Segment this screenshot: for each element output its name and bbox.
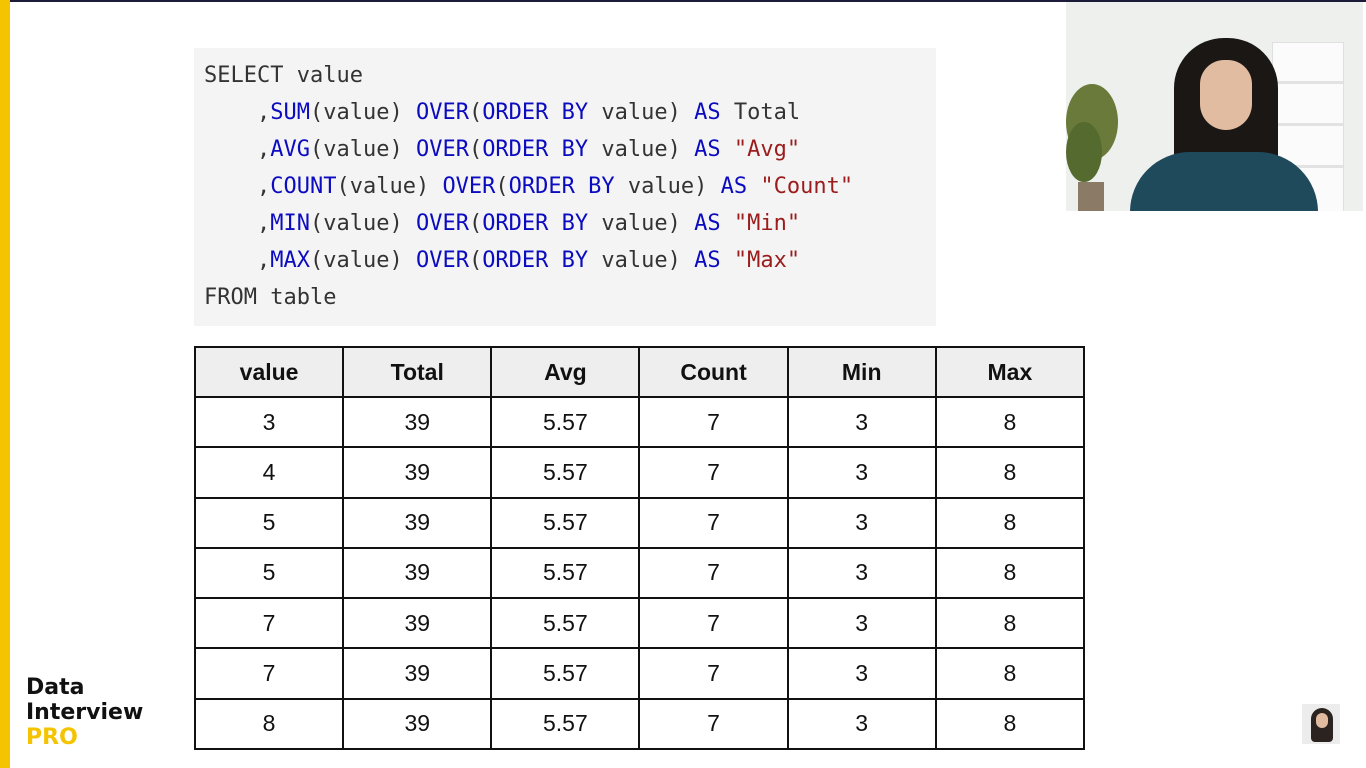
table-header-row: value Total Avg Count Min Max [193,346,1086,398]
results-table: value Total Avg Count Min Max 3 39 5.57 … [193,346,1086,751]
table-cell: 8 [934,446,1086,499]
table-cell: 39 [342,697,493,751]
table-cell: 7 [638,697,789,751]
avatar-face [1316,713,1328,728]
table-row: 5 39 5.57 7 3 8 [193,496,1086,549]
table-row: 8 39 5.57 7 3 8 [193,697,1086,751]
sql-code-block: SELECT value ,SUM(value) OVER(ORDER BY v… [204,57,853,316]
table-cell: 8 [934,647,1086,700]
sql-code-panel [194,48,936,326]
table-cell: 8 [934,597,1086,650]
presenter-avatar-thumbnail[interactable] [1302,704,1340,744]
table-cell: 7 [638,546,789,600]
presenter-face [1200,60,1252,130]
table-cell: 3 [786,546,937,600]
table-cell: 4 [193,446,345,499]
shelf-divider [1273,123,1343,126]
table-cell: 39 [342,446,493,499]
table-cell: 5.57 [490,697,641,751]
column-header-total: Total [342,346,493,398]
code-line-max: ,MAX(value) OVER(ORDER BY value) AS "Max… [256,248,801,273]
table-cell: 39 [342,546,493,600]
table-cell: 7 [193,597,345,650]
table-cell: 3 [786,647,937,700]
column-header-count: Count [638,346,789,398]
table-row: 7 39 5.57 7 3 8 [193,647,1086,700]
table-cell: 5.57 [490,395,641,449]
presenter-body [1130,152,1318,211]
table-cell: 3 [786,395,937,449]
logo-word-pro: PRO [26,725,78,750]
table-cell: 7 [638,446,789,499]
code-line-from: FROM table [204,285,337,310]
table-row: 4 39 5.57 7 3 8 [193,446,1086,499]
table-cell: 39 [342,496,493,549]
table-cell: 5 [193,546,345,600]
column-header-avg: Avg [490,346,641,398]
logo-word-data: Data [26,675,85,700]
table-cell: 39 [342,395,493,449]
logo-word-interview: Interview [26,700,144,725]
column-header-value: value [193,346,345,398]
code-line-min: ,MIN(value) OVER(ORDER BY value) AS "Min… [256,211,801,236]
table-cell: 8 [934,546,1086,600]
table-cell: 5.57 [490,647,641,700]
table-cell: 5.57 [490,496,641,549]
top-border-line [10,0,1366,2]
table-cell: 3 [786,597,937,650]
code-line-count: ,COUNT(value) OVER(ORDER BY value) AS "C… [256,174,854,199]
code-line-select: SELECT value [204,63,363,88]
table-cell: 7 [638,496,789,549]
table-cell: 5 [193,496,345,549]
code-line-avg: ,AVG(value) OVER(ORDER BY value) AS "Avg… [256,137,801,162]
table-cell: 7 [638,597,789,650]
shelf-divider [1273,81,1343,84]
table-cell: 39 [342,647,493,700]
table-cell: 7 [638,395,789,449]
table-row: 5 39 5.57 7 3 8 [193,546,1086,600]
data-interview-pro-logo: Data Interview PRO [26,675,143,750]
table-cell: 8 [934,395,1086,449]
column-header-max: Max [934,346,1086,398]
table-cell: 39 [342,597,493,650]
table-cell: 3 [786,496,937,549]
presenter-webcam-video [1066,2,1363,211]
plant-background [1066,84,1118,211]
table-row: 7 39 5.57 7 3 8 [193,597,1086,650]
accent-left-bar [0,0,10,768]
table-cell: 8 [193,697,345,751]
table-cell: 5.57 [490,446,641,499]
code-line-sum: ,SUM(value) OVER(ORDER BY value) AS Tota… [256,100,801,125]
table-cell: 3 [786,697,937,751]
shelf-divider [1273,165,1343,168]
table-cell: 7 [638,647,789,700]
table-cell: 5.57 [490,597,641,650]
table-cell: 7 [193,647,345,700]
table-cell: 5.57 [490,546,641,600]
table-cell: 8 [934,496,1086,549]
table-cell: 3 [786,446,937,499]
table-cell: 3 [193,395,345,449]
column-header-min: Min [786,346,937,398]
table-row: 3 39 5.57 7 3 8 [193,395,1086,449]
table-cell: 8 [934,697,1086,751]
